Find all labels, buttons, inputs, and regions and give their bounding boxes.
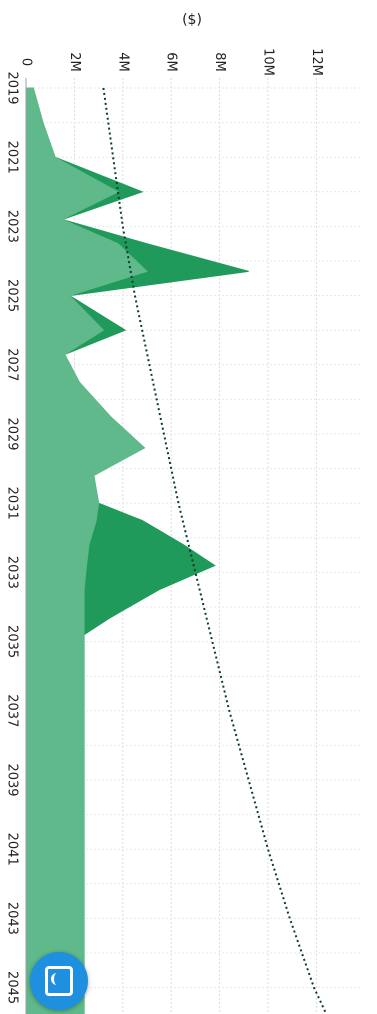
- time-tick-label: 2045: [5, 971, 20, 1004]
- value-tick-label: 8M: [212, 52, 227, 72]
- time-tick-label: 2033: [5, 556, 20, 589]
- chat-bubble-icon: [45, 966, 73, 996]
- time-tick-label: 2027: [5, 348, 20, 381]
- time-tick-label: 2021: [5, 141, 20, 174]
- value-tick-label: 10M: [261, 48, 276, 76]
- time-tick-label: 2035: [5, 625, 20, 658]
- tick-labels: 0 2M 4M 6M 8M 10M 12M 2019 2021 2023 2025 2027 2029 2…: [5, 48, 324, 1004]
- value-tick-label: 12M: [309, 48, 324, 76]
- area-series: [25, 87, 249, 1014]
- time-tick-label: 2031: [5, 487, 20, 520]
- y-axis-label: ($): [182, 12, 202, 28]
- value-tick-label: 2M: [67, 52, 82, 72]
- area-light-shape: [25, 87, 148, 1014]
- value-tick-label: 6M: [164, 52, 179, 72]
- value-tick-label: 0: [19, 58, 34, 66]
- value-tick-label: 4M: [115, 52, 130, 72]
- time-tick-label: 2041: [5, 833, 20, 866]
- time-tick-label: 2023: [5, 210, 20, 243]
- time-tick-label: 2043: [5, 902, 20, 935]
- time-tick-label: 2019: [5, 71, 20, 104]
- time-tick-label: 2025: [5, 279, 20, 312]
- time-tick-label: 2039: [5, 763, 20, 796]
- chat-button[interactable]: [30, 952, 88, 1010]
- time-tick-label: 2037: [5, 694, 20, 727]
- time-tick-label: 2029: [5, 417, 20, 450]
